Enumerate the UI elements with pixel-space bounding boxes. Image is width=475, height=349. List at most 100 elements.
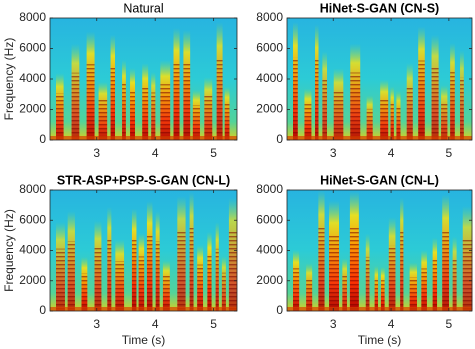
spectrogram-harmonics [197, 264, 204, 311]
x-tick-label: 3 [330, 317, 337, 331]
y-tick-label: 2000 [256, 102, 283, 116]
spectrogram-harmonics [462, 237, 473, 311]
spectrogram-harmonics [155, 241, 160, 311]
spectrogram-harmonics [86, 64, 95, 140]
spectrogram-harmonics [333, 89, 344, 140]
spectrogram-harmonics [409, 277, 417, 311]
y-tick-label: 6000 [256, 41, 283, 55]
y-tick-label: 6000 [19, 212, 46, 226]
spectrogram-harmonics [221, 272, 226, 311]
spectrogram-harmonics [173, 61, 180, 141]
spectrogram-harmonics [56, 93, 64, 140]
spectrogram-harmonics [450, 72, 455, 140]
spectrogram-harmonics [115, 261, 125, 311]
spectrogram-harmonics [400, 231, 404, 311]
spectrogram-harmonics [177, 230, 186, 311]
spectrogram-harmonics [406, 86, 413, 140]
spectrogram-harmonics [110, 66, 116, 140]
spectrogram-harmonics [293, 268, 300, 311]
x-tick-label: 4 [152, 317, 159, 331]
spectrogram-harmonics [318, 226, 325, 311]
chart-title: STR-ASP+PSP-S-GAN (CN-L) [57, 173, 230, 187]
y-axis-label: Frequency (Hz) [2, 38, 16, 121]
y-tick-label: 2000 [256, 273, 283, 287]
y-tick-label: 4000 [19, 243, 46, 257]
spectrogram-harmonics [304, 104, 312, 140]
y-tick-label: 8000 [256, 10, 283, 24]
x-tick-label: 4 [388, 146, 395, 160]
spectrogram-harmonics [349, 227, 359, 311]
x-tick-label: 3 [93, 317, 100, 331]
spectrogram-harmonics [146, 234, 153, 311]
spectrogram-harmonics [228, 231, 237, 311]
y-tick-label: 2000 [19, 273, 46, 287]
spectrogram-harmonics [130, 89, 136, 140]
spectrogram-harmonics [315, 59, 319, 140]
y-tick-label: 2000 [19, 102, 46, 116]
x-tick-label: 4 [152, 146, 159, 160]
spectrogram-harmonics [452, 258, 457, 311]
spectrogram-harmonics [98, 99, 108, 140]
y-tick-label: 8000 [19, 182, 46, 196]
spectrogram-harmonics [350, 72, 361, 140]
chart-title: HiNet-S-GAN (CN-L) [320, 173, 439, 187]
y-tick-label: 6000 [19, 41, 46, 55]
spectrogram-background [287, 190, 472, 311]
spectrogram-harmonics [138, 256, 145, 311]
chart-title: HiNet-S-GAN (CN-S) [320, 1, 439, 15]
spectrogram-harmonics [56, 248, 65, 311]
x-tick-label: 4 [388, 317, 395, 331]
spectrogram-low-band [50, 307, 237, 311]
y-tick-label: 4000 [256, 243, 283, 257]
spectrogram-harmonics [329, 233, 339, 311]
spectrogram-harmonics [122, 83, 126, 140]
x-axis-label: Time (s) [358, 333, 402, 347]
spectrogram-harmonics [189, 227, 194, 311]
x-tick-label: 5 [446, 146, 453, 160]
y-tick-label: 0 [39, 132, 46, 146]
spectrogram-harmonics [142, 86, 149, 140]
spectrogram-image [287, 190, 473, 311]
spectrogram-image [50, 190, 237, 311]
spectrogram-harmonics [390, 102, 394, 140]
spectrogram-harmonics [81, 273, 88, 311]
spectrogram-image [50, 18, 237, 141]
spectrogram-harmonics [418, 60, 425, 140]
spectrogram-harmonics [94, 247, 102, 311]
spectrogram-low-band [287, 136, 472, 140]
spectrogram-harmonics [107, 238, 112, 311]
spectrogram-harmonics [460, 77, 464, 140]
spectrogram-harmonics [366, 108, 373, 140]
spectrogram-harmonics [204, 96, 213, 140]
spectrogram-harmonics [306, 277, 313, 311]
spectrogram-harmonics [396, 105, 401, 140]
spectrogram-harmonics [322, 77, 328, 140]
spectrogram-harmonics [192, 104, 200, 140]
spectrogram-harmonics [365, 256, 370, 311]
y-axis-label: Frequency (Hz) [2, 209, 16, 292]
x-axis-label: Time (s) [122, 333, 166, 347]
spectrogram-harmonics [380, 97, 389, 140]
spectrogram-harmonics [224, 102, 230, 140]
spectrogram-harmonics [131, 239, 137, 311]
y-tick-label: 4000 [19, 71, 46, 85]
x-tick-label: 3 [330, 146, 337, 160]
spectrogram-harmonics [431, 66, 439, 140]
x-tick-label: 5 [210, 317, 217, 331]
spectrogram-harmonics [380, 280, 385, 311]
x-tick-label: 5 [210, 146, 217, 160]
spectrogram-harmonics [342, 274, 347, 311]
x-tick-label: 5 [446, 317, 453, 331]
spectrogram-harmonics [215, 248, 219, 311]
spectrogram-harmonics [151, 92, 156, 140]
spectrogram-harmonics [162, 275, 170, 311]
spectrogram-harmonics [442, 229, 450, 311]
y-tick-label: 0 [276, 132, 283, 146]
spectrogram-harmonics [374, 279, 379, 311]
spectrogram-image [287, 18, 472, 141]
spectrogram-harmonics [71, 72, 80, 140]
y-tick-label: 6000 [256, 212, 283, 226]
y-tick-label: 8000 [19, 10, 46, 24]
spectrogram-low-band [287, 307, 472, 311]
spectrogram-harmonics [388, 245, 396, 311]
